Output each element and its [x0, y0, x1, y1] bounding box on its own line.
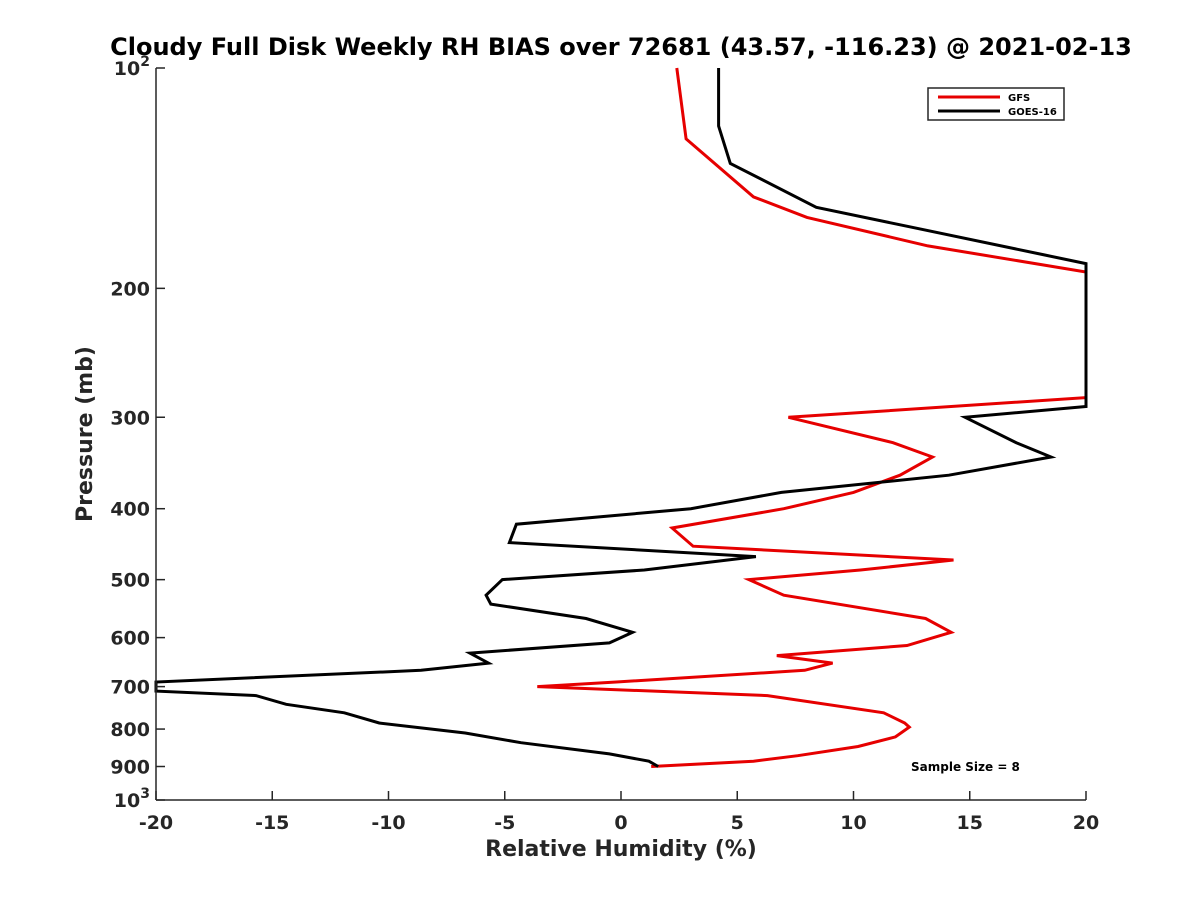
- y-ticks: 102 200 300 400 500 600 700 800 900 103: [110, 54, 165, 812]
- series-layer: [154, 67, 1088, 768]
- x-tick-label: 15: [957, 812, 983, 834]
- x-axis-label: Relative Humidity (%): [485, 837, 757, 862]
- x-tick-label: 0: [614, 812, 627, 834]
- y-tick-label: 900: [110, 757, 150, 779]
- x-tick-label: 20: [1073, 812, 1099, 834]
- legend-label-gfs: GFS: [1008, 93, 1030, 104]
- y-tick-label: 400: [110, 499, 150, 521]
- x-tick-label: -5: [494, 812, 515, 834]
- y-tick-label: 103: [114, 786, 150, 812]
- x-tick-label: -15: [255, 812, 289, 834]
- y-axis-label: Pressure (mb): [73, 346, 98, 522]
- x-tick-label: 10: [840, 812, 866, 834]
- x-tick-label: -20: [139, 812, 173, 834]
- legend-label-goes-16: GOES-16: [1008, 107, 1057, 118]
- y-tick-label: 700: [110, 677, 150, 699]
- y-tick-label: 800: [110, 719, 150, 741]
- legend-box: [927, 87, 1065, 121]
- legend: GFS GOES-16: [927, 87, 1065, 121]
- y-tick-label: 102: [114, 54, 150, 80]
- series-line-goes-16: [154, 68, 1088, 768]
- series-line-gfs: [537, 67, 1088, 768]
- y-tick-label: 200: [110, 278, 150, 300]
- x-tick-label: 5: [731, 812, 744, 834]
- y-tick-label: 600: [110, 628, 150, 650]
- x-ticks: -20 -15 -10 -5 0 5 10 15 20: [139, 791, 1099, 834]
- sample-size-annotation: Sample Size = 8: [911, 760, 1020, 774]
- x-tick-label: -10: [371, 812, 405, 834]
- y-tick-label: 500: [110, 570, 150, 592]
- y-tick-label: 300: [110, 407, 150, 429]
- chart-title: Cloudy Full Disk Weekly RH BIAS over 726…: [110, 33, 1132, 61]
